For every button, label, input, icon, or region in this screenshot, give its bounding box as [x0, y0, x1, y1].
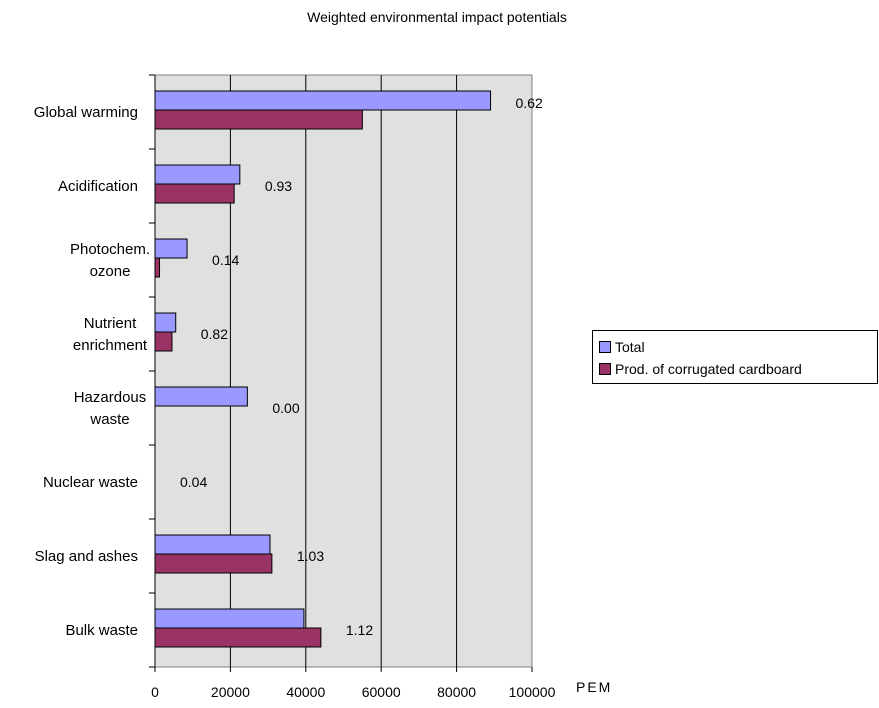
x-tick-label-100000: 100000	[509, 684, 556, 700]
bar-0-6	[154, 534, 271, 555]
bar-1-3	[154, 331, 173, 352]
x-tick-label-40000: 40000	[286, 684, 325, 700]
x-tick-label-80000: 80000	[437, 684, 476, 700]
x-tick-label-20000: 20000	[211, 684, 250, 700]
bar-0-7	[154, 608, 305, 629]
bar-0-3	[154, 312, 177, 333]
data-label-5: 0.04	[180, 474, 207, 490]
data-label-2: 0.14	[212, 252, 239, 268]
bars	[154, 90, 492, 648]
bar-1-0	[154, 109, 363, 130]
bar-1-7	[154, 627, 322, 648]
bar-1-1	[154, 183, 235, 204]
legend-label-cardboard: Prod. of corrugated cardboard	[615, 361, 802, 377]
y-tick-label-7: Bulk waste	[65, 622, 138, 639]
bar-0-0	[154, 90, 492, 111]
legend-item-cardboard: Prod. of corrugated cardboard	[599, 359, 802, 379]
bar-1-6	[154, 553, 273, 574]
legend-swatch-total	[599, 341, 611, 353]
plot-area	[154, 74, 533, 668]
data-label-7: 1.12	[346, 622, 373, 638]
legend-swatch-cardboard	[599, 363, 611, 375]
data-label-1: 0.93	[265, 178, 292, 194]
legend: Total Prod. of corrugated cardboard	[592, 330, 878, 384]
labels: 0 20000 40000 60000 80000 100000 Global warmin…	[34, 95, 556, 700]
x-tick-label-60000: 60000	[362, 684, 401, 700]
chart-title: Weighted environmental impact potentials	[307, 9, 567, 25]
y-tick-label-2: Photochem. ozone	[70, 241, 150, 280]
data-label-3: 0.82	[201, 326, 228, 342]
data-label-4: 0.00	[272, 400, 299, 416]
x-axis-title: PEM	[576, 679, 612, 695]
data-label-0: 0.62	[516, 95, 543, 111]
bar-1-2	[154, 257, 161, 278]
y-tick-label-5: Nuclear waste	[43, 474, 138, 491]
bar-0-1	[154, 164, 241, 185]
y-tick-label-4: Hazardous waste	[74, 389, 147, 428]
bar-0-2	[154, 238, 188, 259]
legend-item-total: Total	[599, 337, 645, 357]
y-tick-label-3: Nutrient enrichment	[73, 315, 148, 354]
legend-label-total: Total	[615, 339, 645, 355]
y-tick-label-6: Slag and ashes	[35, 548, 138, 565]
axes	[149, 74, 533, 672]
bar-0-4	[154, 386, 248, 407]
data-label-6: 1.03	[297, 548, 324, 564]
x-tick-label-0: 0	[151, 684, 159, 700]
y-tick-label-0: Global warming	[34, 104, 138, 121]
y-tick-label-1: Acidification	[58, 178, 138, 195]
